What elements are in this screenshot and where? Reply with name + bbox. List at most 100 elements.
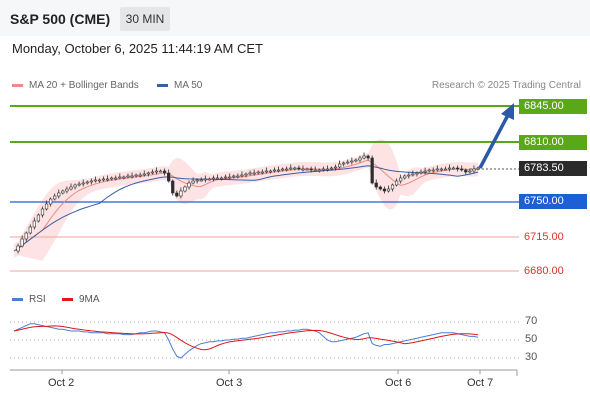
candle-body <box>281 168 285 171</box>
candle-body <box>439 168 443 171</box>
candle-body <box>69 186 73 190</box>
candles-group <box>16 152 480 254</box>
candle-body <box>427 169 431 172</box>
candle-body <box>293 167 297 170</box>
top-bar <box>0 0 590 36</box>
candle-body <box>252 172 256 175</box>
level-r1-label: 6810.00 <box>519 135 587 150</box>
forecast-arrow-head-icon <box>501 103 514 120</box>
candle-body <box>321 168 325 171</box>
candle-body <box>386 188 391 192</box>
candle-body <box>362 155 366 159</box>
candle-body <box>272 169 277 172</box>
candle-body <box>464 169 468 173</box>
candle-body <box>305 168 309 171</box>
copyright: Research © 2025 Trading Central <box>431 80 581 91</box>
candle-body <box>309 168 313 171</box>
candle-body <box>89 180 93 183</box>
candle-body <box>346 161 350 164</box>
candle-body <box>276 169 281 172</box>
candle-body <box>325 168 330 171</box>
candle-body <box>423 170 427 173</box>
candle-body <box>394 180 399 186</box>
candle-body <box>195 179 199 182</box>
level-s1-label: 6750.00 <box>519 194 587 209</box>
candle-body <box>16 245 20 252</box>
instrument-title: S&P 500 (CME) <box>10 11 111 27</box>
candle-body <box>338 163 342 168</box>
candle-body <box>260 171 264 174</box>
candle-body <box>203 178 207 181</box>
rsi-level-70: 70 <box>525 315 538 327</box>
candle-body <box>138 174 142 177</box>
rsi-swatch-icon <box>12 297 23 301</box>
candle-body <box>215 177 220 180</box>
legend-ma20-bb: MA 20 + Bollinger Bands <box>12 80 139 91</box>
timeframe-button[interactable]: 30 MIN <box>120 7 170 31</box>
candle-body <box>179 190 183 197</box>
candle-body <box>415 172 419 175</box>
candle-body <box>460 168 464 171</box>
candle-body <box>32 220 36 228</box>
ma20-swatch-icon <box>12 83 23 87</box>
x-label-oct3: Oct 3 <box>216 377 243 389</box>
candle-body <box>36 214 41 222</box>
candle-body <box>236 175 240 178</box>
candle-body <box>171 180 175 194</box>
candle-body <box>382 188 386 192</box>
candle-body <box>333 166 338 169</box>
candle-body <box>162 170 167 174</box>
candle-body <box>285 168 289 171</box>
level-r2-label: 6845.00 <box>519 99 587 114</box>
x-label-oct7: Oct 7 <box>467 377 494 389</box>
candle-body <box>207 178 211 181</box>
candle-body <box>167 172 171 182</box>
candle-body <box>20 238 24 247</box>
last-price-label: 6783.50 <box>519 161 587 176</box>
candle-body <box>93 179 98 182</box>
candle-body <box>175 192 179 197</box>
candle-body <box>329 167 334 170</box>
candle-body <box>40 208 45 216</box>
candle-body <box>297 167 301 170</box>
datetime-label: Monday, October 6, 2025 11:44:19 AM CET <box>12 41 263 56</box>
candle-body <box>313 169 317 172</box>
candle-body <box>358 157 362 161</box>
candle-body <box>130 175 134 178</box>
candle-body <box>419 171 423 174</box>
candle-body <box>142 173 146 176</box>
candle-body <box>57 192 61 197</box>
candle-body <box>407 174 411 177</box>
candle-body <box>411 173 415 176</box>
candle-body <box>399 177 403 182</box>
candle-body <box>476 167 480 170</box>
candle-body <box>53 195 57 200</box>
candle-body <box>211 177 216 180</box>
candle-body <box>224 176 228 179</box>
candle-body <box>374 182 378 188</box>
candle-body <box>199 179 203 182</box>
rsi-ma-legend: 9MA <box>62 294 100 305</box>
candle-body <box>370 157 374 184</box>
candle-body <box>366 155 370 159</box>
candle-body <box>49 198 53 205</box>
candle-body <box>118 176 122 179</box>
candle-body <box>158 170 163 173</box>
candle-body <box>289 167 293 170</box>
candle-body <box>354 159 358 162</box>
candle-body <box>378 186 382 190</box>
candle-body <box>443 168 448 171</box>
candle-body <box>114 177 118 180</box>
candle-body <box>106 178 110 181</box>
candle-body <box>101 178 106 181</box>
candle-body <box>390 184 395 190</box>
rsi-level-30: 30 <box>525 351 538 363</box>
rsi-ma-legend-label: 9MA <box>79 294 100 305</box>
candle-body <box>85 181 89 184</box>
candle-body <box>240 174 244 177</box>
legend-ma50-label: MA 50 <box>174 80 203 91</box>
level-s3-label: 6680.00 <box>524 265 564 277</box>
candle-body <box>126 175 130 178</box>
x-label-oct6: Oct 6 <box>385 377 412 389</box>
